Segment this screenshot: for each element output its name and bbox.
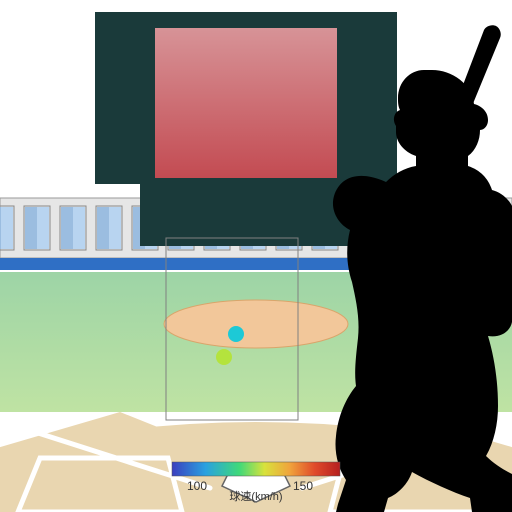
pitch-marker xyxy=(216,349,232,365)
legend-tick: 100 xyxy=(187,479,207,493)
stand-window xyxy=(0,206,14,250)
speed-legend-bar xyxy=(172,462,340,476)
scoreboard-screen xyxy=(155,28,337,178)
scoreboard-base xyxy=(140,184,352,246)
legend-tick: 150 xyxy=(293,479,313,493)
legend-label: 球速(km/h) xyxy=(229,489,282,503)
pitch-marker xyxy=(228,326,244,342)
stand-window xyxy=(96,206,122,250)
pitcher-mound xyxy=(164,300,348,348)
stand-window xyxy=(24,206,50,250)
stand-window xyxy=(60,206,86,250)
